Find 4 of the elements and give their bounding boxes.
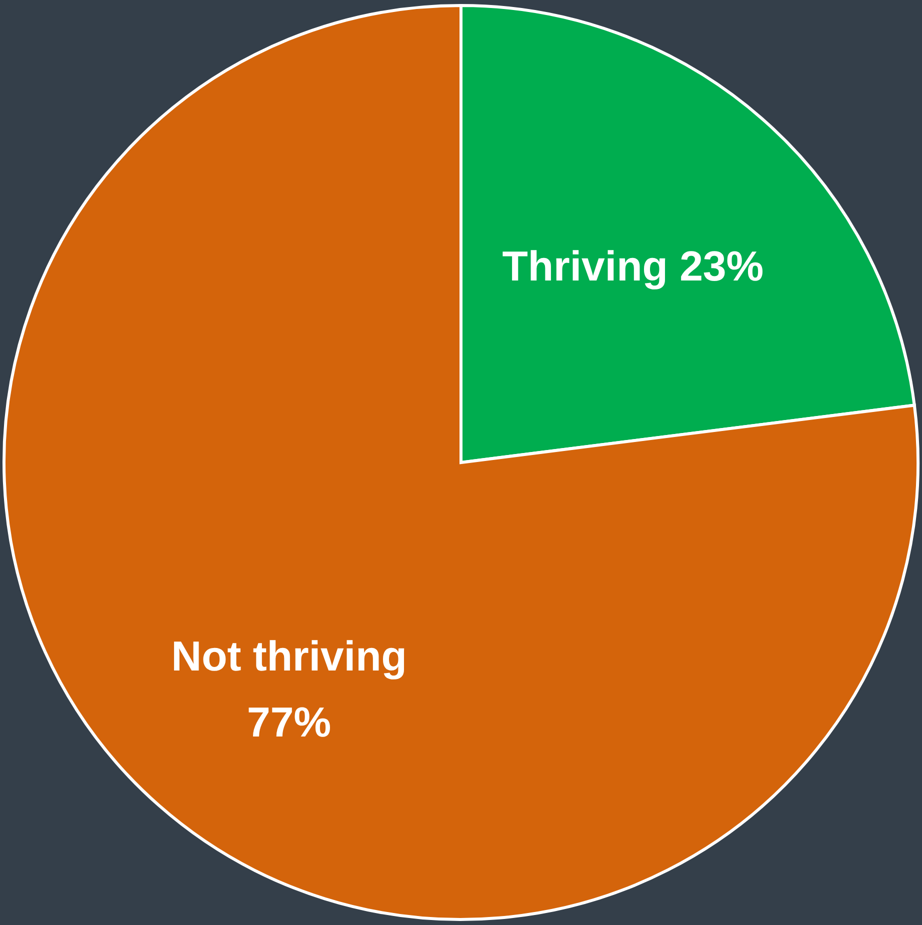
slice-label: Not thriving [171, 632, 407, 680]
pie-slice [2, 4, 920, 921]
slice-label: Thriving 23% [502, 242, 764, 290]
data-label: 77% [247, 698, 332, 746]
